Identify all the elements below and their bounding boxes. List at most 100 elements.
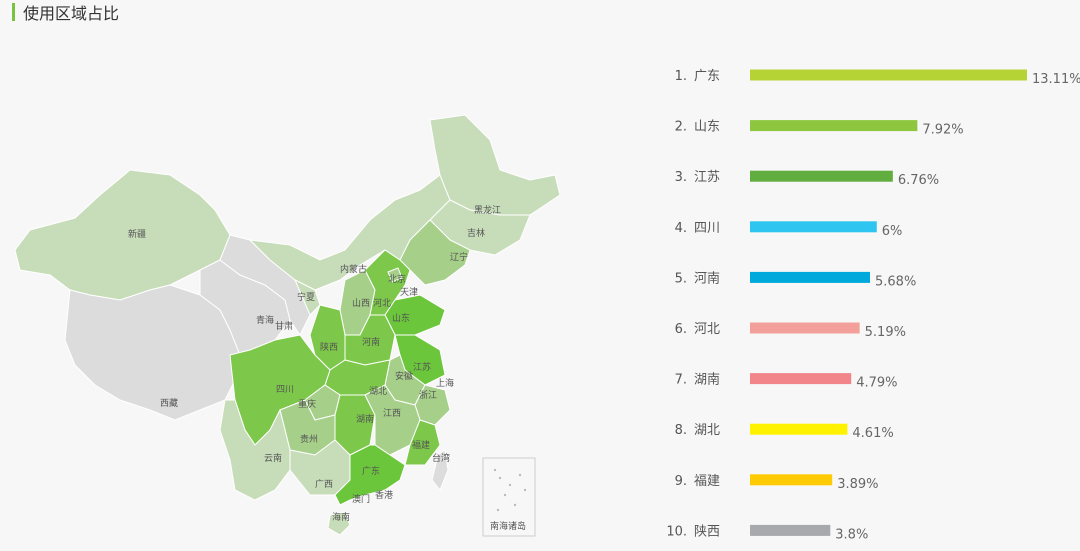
label-sichuan: 四川: [276, 385, 294, 395]
rank-bar: [750, 423, 848, 435]
rank-row: 10. 陕西 3.8%: [666, 524, 868, 542]
rank-bar: [750, 170, 893, 182]
rank-category-label: 陕西: [694, 524, 720, 539]
rank-category-label: 湖北: [694, 423, 720, 438]
rank-row: 1. 广东 13.11%: [675, 69, 1080, 87]
label-jilin: 吉林: [467, 227, 485, 239]
rank-value-label: 6%: [882, 224, 903, 239]
section-title: 使用区域占比: [23, 4, 120, 23]
label-henan: 河南: [362, 336, 380, 348]
rank-number: 1.: [675, 69, 687, 84]
label-qinghai: 青海: [256, 314, 274, 326]
rank-number: 9.: [675, 474, 687, 489]
rank-category-label: 江苏: [694, 169, 720, 185]
label-jiangsu: 江苏: [413, 361, 431, 373]
label-anhui: 安徽: [395, 370, 413, 382]
south-china-sea-inset: [482, 457, 536, 537]
rank-number: 2.: [675, 120, 687, 135]
label-shanxi: 山西: [352, 298, 370, 309]
label-yunnan: 云南: [264, 452, 282, 464]
rank-value-label: 5.68%: [875, 274, 916, 289]
label-gansu: 甘肃: [275, 320, 293, 332]
rank-bar: [750, 524, 831, 536]
label-xinjiang: 新疆: [128, 228, 146, 240]
label-shaanxi: 陕西: [320, 341, 338, 353]
rank-category-label: 湖南: [694, 372, 720, 388]
rank-number: 4.: [675, 221, 687, 236]
south-china-sea-islands-icon: [493, 468, 527, 512]
rank-bar: [750, 271, 871, 283]
label-liaoning: 辽宁: [450, 251, 468, 263]
rank-category-label: 福建: [694, 474, 720, 489]
rank-value-label: 3.8%: [835, 527, 868, 542]
rank-bar: [750, 221, 877, 233]
section-header: 使用区域占比: [12, 2, 120, 23]
label-zhejiang: 浙江: [419, 389, 437, 401]
rank-category-label: 四川: [694, 221, 720, 236]
rank-bar: [750, 120, 918, 132]
label-south-china-sea: 南海诸岛: [490, 520, 526, 532]
region-guangdong[interactable]: [334, 444, 406, 506]
rank-value-label: 6.76%: [898, 173, 939, 188]
rank-value-label: 5.19%: [865, 325, 906, 340]
rank-bar: [750, 474, 833, 486]
label-jiangxi: 江西: [383, 408, 401, 419]
rank-number: 5.: [675, 271, 687, 286]
region-beijing[interactable]: [387, 267, 403, 283]
region-heilongjiang[interactable]: [429, 114, 561, 216]
rank-row: 6. 河北 5.19%: [675, 322, 906, 340]
label-shanghai: 上海: [436, 377, 454, 389]
rank-row: 3. 江苏 6.76%: [675, 169, 940, 188]
rank-category-label: 广东: [694, 69, 720, 84]
rank-bar: [750, 373, 852, 385]
rank-number: 8.: [675, 423, 687, 438]
rank-value-label: 13.11%: [1032, 72, 1080, 87]
rank-number: 3.: [675, 170, 687, 185]
label-inner-mongolia: 内蒙古: [340, 263, 367, 275]
label-guizhou: 贵州: [300, 433, 318, 445]
label-beijing: 北京: [388, 273, 406, 285]
rank-category-label: 山东: [694, 120, 720, 135]
region-xinjiang[interactable]: [14, 169, 231, 301]
rank-row: 4. 四川 6%: [675, 221, 903, 239]
label-ningxia: 宁夏: [297, 291, 315, 303]
rank-row: 7. 湖南 4.79%: [675, 372, 898, 391]
region-hebei[interactable]: [364, 249, 411, 316]
label-guangdong: 广东: [362, 465, 380, 477]
label-hubei: 湖北: [369, 386, 387, 397]
region-labels: 新疆 西藏 青海 甘肃 宁夏 内蒙古 黑龙江 吉林 辽宁 北京 天津 河北 山西…: [128, 204, 526, 532]
label-tibet: 西藏: [160, 397, 178, 409]
label-tianjin: 天津: [400, 287, 418, 298]
label-shandong: 山东: [392, 312, 410, 324]
china-map-svg: 新疆 西藏 青海 甘肃 宁夏 内蒙古 黑龙江 吉林 辽宁 北京 天津 河北 山西…: [14, 114, 561, 537]
label-hebei: 河北: [373, 297, 391, 309]
rank-category-label: 河南: [694, 270, 720, 286]
rank-number: 10.: [666, 524, 687, 539]
rank-value-label: 7.92%: [922, 123, 963, 138]
rank-value-label: 4.61%: [852, 426, 893, 441]
rank-number: 7.: [675, 373, 687, 388]
rank-row: 8. 湖北 4.61%: [675, 423, 894, 441]
rank-row: 2. 山东 7.92%: [675, 120, 964, 138]
label-chongqing: 重庆: [298, 398, 316, 410]
label-hainan: 海南: [332, 511, 350, 523]
rank-row: 9. 福建 3.89%: [675, 474, 879, 492]
label-guangxi: 广西: [315, 478, 333, 490]
label-macau: 澳门: [352, 493, 370, 505]
label-heilongjiang: 黑龙江: [474, 204, 501, 216]
china-map: 新疆 西藏 青海 甘肃 宁夏 内蒙古 黑龙江 吉林 辽宁 北京 天津 河北 山西…: [0, 100, 580, 551]
ranking-chart-svg: 1. 广东 13.11%2. 山东 7.92%3. 江苏 6.76%4. 四川 6%5. 河南 5.…: [666, 69, 1080, 542]
label-hongkong: 香港: [375, 489, 393, 501]
ranking-chart: 1. 广东 13.11% 2. 山东 7.92% 3. 江苏 6.76% 4. 四川 6% 5. 河南 5.…: [660, 56, 1080, 551]
rank-bar: [750, 69, 1027, 81]
rank-row: 5. 河南 5.68%: [675, 270, 917, 289]
label-taiwan: 台湾: [432, 452, 450, 464]
label-hunan: 湖南: [356, 413, 374, 425]
rank-value-label: 3.89%: [837, 477, 878, 492]
rank-category-label: 河北: [694, 322, 720, 337]
rank-number: 6.: [675, 322, 687, 337]
region-hainan[interactable]: [327, 511, 351, 536]
title-accent-bar: [12, 3, 15, 21]
region-taiwan[interactable]: [431, 449, 449, 491]
rank-value-label: 4.79%: [856, 376, 897, 391]
